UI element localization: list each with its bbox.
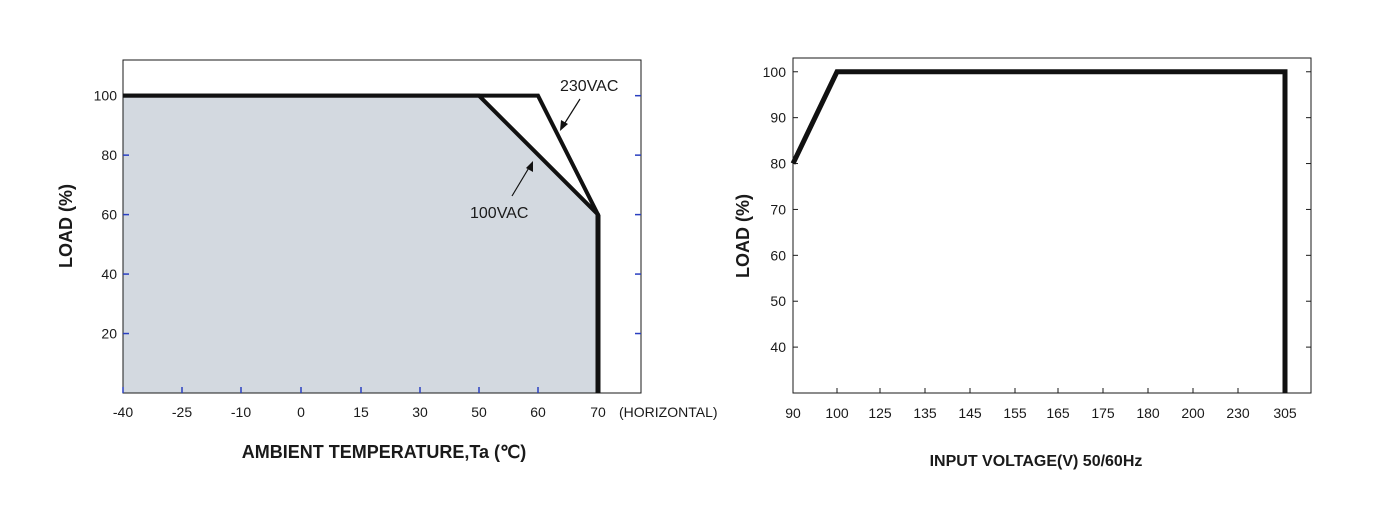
series-lines [123,93,601,393]
x-tick-label: 165 [1046,405,1070,421]
arrow-230vac [562,98,581,127]
x-axis-label: AMBIENT TEMPERATURE,Ta (℃) [242,442,527,462]
arrowhead-100vac [526,161,533,172]
y-tick-label: 80 [770,156,786,172]
x-tick-label: 30 [412,404,428,420]
x-axis-label: INPUT VOLTAGE(V) 50/60Hz [930,453,1143,470]
x-tick-label: 15 [353,404,369,420]
plot-frame [122,59,642,394]
series-lines [790,69,1288,393]
x-tick-label: 175 [1091,405,1115,421]
series-line-load [790,69,1288,393]
axis-ticks: -40 -25 -10 0 15 30 50 60 70 20 40 60 80 100 [94,88,641,420]
x-tick-label: 180 [1136,405,1160,421]
x-tick-label: 0 [297,404,305,420]
y-tick-label: 70 [770,201,786,217]
y-tick-label: 100 [763,64,787,80]
x-tick-label: 230 [1226,405,1250,421]
x-tick-label: 305 [1273,405,1297,421]
plot-frame [792,57,1312,394]
x-tick-label: 100 [825,405,849,421]
x-tick-label: 90 [785,405,801,421]
arrowhead-230vac [560,120,568,131]
annotations: 230VAC 100VAC [470,78,618,222]
y-tick-label: 60 [770,247,786,263]
x-tick-label: 125 [868,405,892,421]
x-tick-label: 200 [1181,405,1205,421]
temperature-derating-chart: -40 -25 -10 0 15 30 50 60 70 20 40 60 80 100 230VAC 10… [56,59,718,462]
input-voltage-derating-chart: 90 100 125 135 145 155 165 175 180 200 230 305 40 50 6… [733,57,1312,470]
x-tick-label: -10 [231,404,251,420]
y-axis-label: LOAD (%) [56,184,76,268]
y-tick-label: 50 [770,293,786,309]
safe-operating-area [123,95,598,393]
axis-ticks: 90 100 125 135 145 155 165 175 180 200 230 305 40 50 6… [763,64,1311,421]
annotation-230vac: 230VAC [560,78,618,95]
x-tick-suffix: (HORIZONTAL) [619,404,718,420]
arrow-100vac [511,165,531,197]
y-axis-label: LOAD (%) [733,194,753,278]
x-tick-label: -40 [113,404,133,420]
x-tick-label: 60 [530,404,546,420]
x-tick-label: 155 [1003,405,1027,421]
y-tick-label: 80 [101,147,117,163]
y-tick-label: 90 [770,110,786,126]
y-tick-label: 100 [94,88,118,104]
x-tick-label: 145 [958,405,982,421]
x-tick-label: 50 [471,404,487,420]
y-tick-label: 20 [101,326,117,342]
y-tick-label: 60 [101,207,117,223]
x-tick-label: -25 [172,404,192,420]
y-tick-label: 40 [101,266,117,282]
x-tick-label: 135 [913,405,937,421]
x-tick-label: 70 [590,404,606,420]
y-tick-label: 40 [770,339,786,355]
annotation-100vac: 100VAC [470,205,528,222]
